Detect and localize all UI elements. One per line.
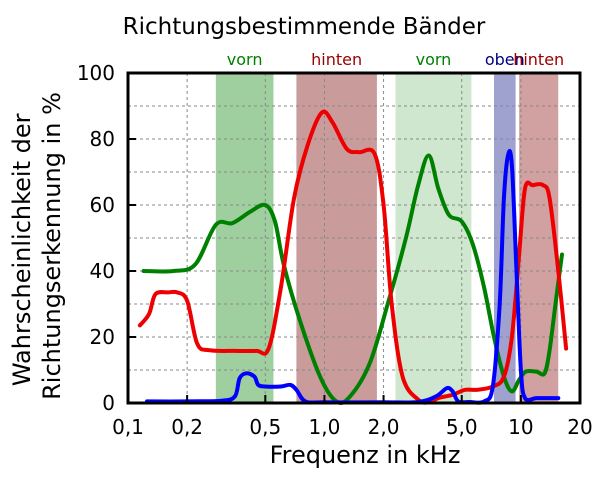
- y-axis-label-line-2: Richtungserkennung in %: [38, 92, 66, 400]
- plot-frame: [126, 71, 582, 405]
- y-tick-layer: 0 20 40 60 80 100: [77, 61, 136, 415]
- y-tick-label: 20: [90, 325, 115, 349]
- x-tick-label: 5,0: [446, 415, 478, 439]
- x-tick-label: 2,0: [368, 415, 400, 439]
- x-tick-label: 10: [508, 415, 533, 439]
- series-line-2: [137, 109, 569, 405]
- y-tick-label: 100: [77, 61, 115, 85]
- y-tick-label: 60: [90, 193, 115, 217]
- series-layer: [137, 109, 569, 405]
- y-tick-label: 80: [90, 127, 115, 151]
- x-tick-label: 0,1: [112, 415, 144, 439]
- band-label-1: vorn: [227, 50, 263, 69]
- band-label-2: hinten: [311, 50, 362, 69]
- grid-layer: [128, 73, 580, 403]
- y-tick-label: 40: [90, 259, 115, 283]
- y-axis-label: Wahrscheinlichkeit der Richtungserkennun…: [8, 92, 66, 400]
- band-label-4: oben: [485, 50, 525, 69]
- x-axis-label: Frequenz in kHz: [270, 441, 461, 469]
- band-label-3: vorn: [416, 50, 452, 69]
- x-tick-label: 0,2: [171, 415, 203, 439]
- x-tick-label: 0,5: [249, 415, 281, 439]
- x-tick-label: 1,0: [309, 415, 341, 439]
- series-line-3: [145, 149, 561, 405]
- series-line-1: [141, 153, 564, 405]
- x-tick-label: 20: [567, 415, 592, 439]
- chart-title: Richtungsbestimmende Bänder: [123, 14, 486, 40]
- x-tick-layer: 0,1 0,2 0,5 1,0 2,0 5,0 10 20: [112, 395, 593, 439]
- band-label-5: hinten: [513, 50, 564, 69]
- y-axis-label-line-1: Wahrscheinlichkeit der: [8, 113, 36, 386]
- y-tick-label: 0: [102, 391, 115, 415]
